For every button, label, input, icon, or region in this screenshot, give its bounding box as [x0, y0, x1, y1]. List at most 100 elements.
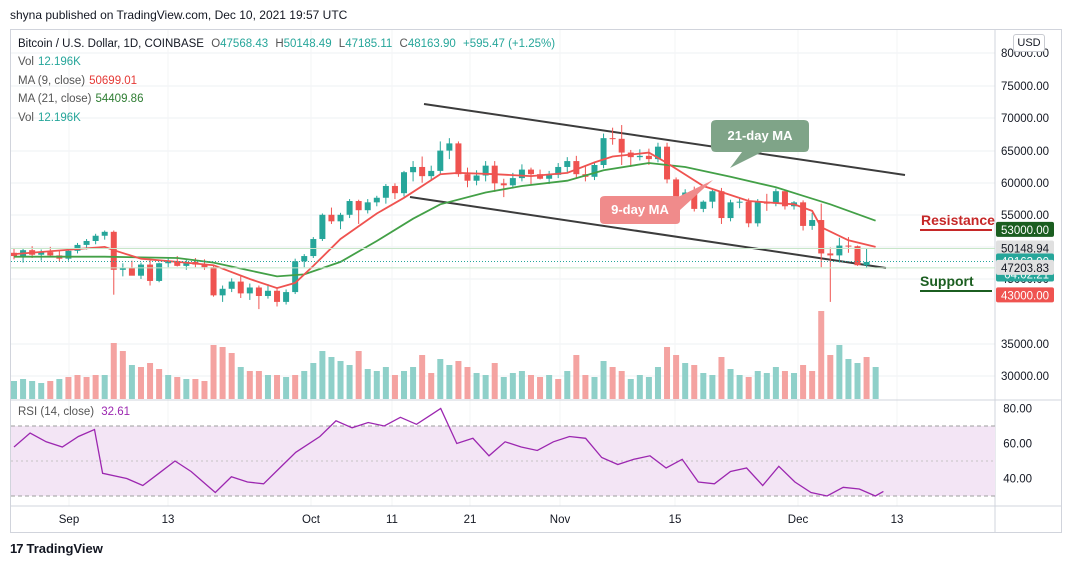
candle-body [319, 214, 326, 240]
candle-body [509, 178, 516, 186]
candle-body [328, 214, 335, 222]
volume-bar [727, 369, 734, 399]
volume-bar [654, 367, 661, 399]
volume-bar [310, 363, 317, 399]
candle-body [500, 183, 507, 186]
volume-bar [800, 365, 807, 399]
volume-bar [700, 373, 707, 399]
change-value: +595.47 (+1.25%) [463, 38, 556, 50]
candle-body [464, 174, 471, 181]
candle-body [736, 201, 743, 203]
price-tick-label: 35000.00 [1001, 339, 1049, 351]
price-tick-label: 70000.00 [1001, 113, 1049, 125]
volume-bar [192, 379, 199, 399]
close-label: C [399, 38, 408, 50]
candle-body [355, 201, 362, 211]
candle-body [201, 264, 208, 268]
candle-body [246, 287, 253, 294]
rsi-label: RSI (14, close) [18, 406, 95, 418]
candle-body [310, 239, 317, 257]
channel-lower-line [409, 196, 887, 269]
ma21-row[interactable]: MA (21, close) 54409.86 [18, 90, 555, 108]
volume-bar [337, 361, 344, 399]
candle-body [428, 170, 435, 177]
volume-bars [11, 311, 879, 399]
rsi-legend[interactable]: RSI (14, close) 32.61 [18, 406, 130, 418]
candle-body [165, 261, 172, 264]
volume-bar [128, 365, 135, 399]
volume-bar [491, 363, 498, 399]
volume-bar [228, 353, 235, 399]
ma9-row[interactable]: MA (9, close) 50699.01 [18, 72, 555, 90]
candle-body [47, 252, 54, 256]
volume-bar [582, 375, 589, 399]
chart-legend: Bitcoin / U.S. Dollar, 1D, COINBASE O475… [18, 35, 555, 127]
price-label-box [996, 287, 1054, 303]
candle-body [537, 174, 544, 179]
volume-bar [527, 375, 534, 399]
candle-body [274, 290, 281, 302]
volume-bar [754, 371, 761, 399]
candle-body [654, 146, 661, 160]
price-label-text: 43000.00 [1001, 290, 1049, 302]
open-value: 47568.43 [220, 38, 269, 50]
candle-body [228, 281, 235, 289]
volume-bar [283, 377, 290, 399]
time-tick-label: Dec [788, 514, 809, 526]
candle-body [600, 138, 607, 166]
volume-bar [564, 371, 571, 399]
price-tick-label: 75000.00 [1001, 81, 1049, 93]
volume-bar [627, 379, 634, 399]
candle-body [337, 214, 344, 222]
volume-bar [219, 347, 226, 399]
volume-row[interactable]: Vol 12.196K [18, 53, 555, 71]
tradingview-logo-icon: 17 [10, 541, 24, 556]
time-tick-label: 13 [891, 514, 904, 526]
volume-bar [809, 371, 816, 399]
volume-bar [210, 345, 217, 399]
candle-body [237, 281, 244, 294]
price-label-text: 47203.83 [1001, 263, 1049, 275]
time-axis: Sep 13 Oct 11 21 Nov 15 Dec 13 [59, 514, 904, 526]
candle-body [754, 201, 761, 224]
volume-bar [709, 375, 716, 399]
time-tick-label: Oct [302, 514, 321, 526]
volume2-row[interactable]: Vol 12.196K [18, 109, 555, 127]
rsi-tick-label: 60.00 [1003, 439, 1032, 451]
time-tick-label: Sep [59, 514, 79, 526]
symbol-name[interactable]: Bitcoin / U.S. Dollar, 1D, COINBASE [18, 38, 204, 50]
volume-bar [110, 343, 117, 399]
volume-bar [373, 371, 380, 399]
candle-body [38, 252, 45, 255]
rsi-tick-label: 80.00 [1003, 404, 1032, 416]
publisher-line: shyna published on TradingView.com, Dec … [10, 8, 348, 22]
volume-bar [264, 375, 271, 399]
volume-bar [600, 361, 607, 399]
candle-body [156, 263, 163, 281]
volume-bar [845, 359, 852, 399]
tradingview-footer[interactable]: 17 TradingView [10, 541, 103, 556]
open-label: O [211, 38, 221, 50]
price-tick-label: 65000.00 [1001, 146, 1049, 158]
volume-label: Vol [18, 56, 34, 69]
candle-body [863, 261, 870, 266]
candle-body [591, 165, 598, 177]
volume-bar [74, 375, 81, 399]
candle-body [437, 150, 444, 171]
candle-body [836, 245, 843, 256]
candle-body [65, 250, 72, 259]
candle-body [83, 240, 90, 245]
chart-frame [10, 29, 1062, 533]
high-value: 50148.49 [283, 38, 332, 50]
currency-button[interactable]: USD [1013, 34, 1045, 52]
volume-bar [274, 375, 281, 399]
time-tick-label: Nov [550, 514, 571, 526]
volume-bar [482, 375, 489, 399]
volume-bar [455, 361, 462, 399]
candle-body [636, 155, 643, 158]
candle-body [255, 287, 262, 297]
volume-bar [201, 381, 208, 399]
candle-body [174, 261, 181, 266]
volume-bar [500, 377, 507, 399]
